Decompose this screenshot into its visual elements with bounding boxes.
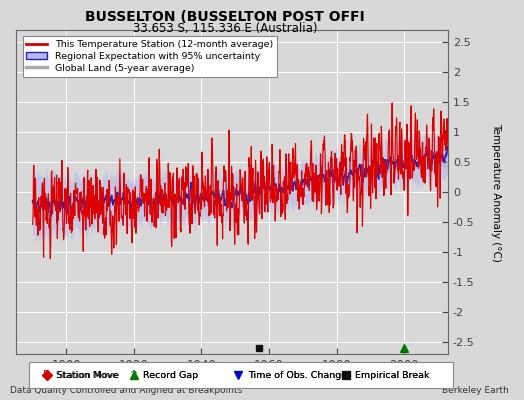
Text: s: s	[343, 370, 348, 380]
Text: ^: ^	[129, 370, 138, 380]
Text: Empirical Break: Empirical Break	[355, 370, 430, 380]
Text: D: D	[43, 370, 51, 380]
Text: Time of Obs. Change: Time of Obs. Change	[248, 370, 347, 380]
Text: v: v	[236, 370, 241, 380]
Y-axis label: Temperature Anomaly (°C): Temperature Anomaly (°C)	[492, 122, 501, 262]
Text: BUSSELTON (BUSSELTON POST OFFI: BUSSELTON (BUSSELTON POST OFFI	[85, 10, 365, 24]
Text: Time of Obs. Change: Time of Obs. Change	[248, 370, 347, 380]
Text: 33.653 S, 115.336 E (Australia): 33.653 S, 115.336 E (Australia)	[133, 22, 318, 35]
Legend: This Temperature Station (12-month average), Regional Expectation with 95% uncer: This Temperature Station (12-month avera…	[23, 36, 277, 76]
Text: Record Gap: Record Gap	[143, 370, 198, 380]
Text: Record Gap: Record Gap	[143, 370, 198, 380]
Text: Berkeley Earth: Berkeley Earth	[442, 386, 508, 395]
Text: Data Quality Controlled and Aligned at Breakpoints: Data Quality Controlled and Aligned at B…	[10, 386, 243, 395]
Text: Empirical Break: Empirical Break	[355, 370, 430, 380]
Text: Station Move: Station Move	[57, 370, 119, 380]
Text: Station Move: Station Move	[57, 370, 118, 380]
